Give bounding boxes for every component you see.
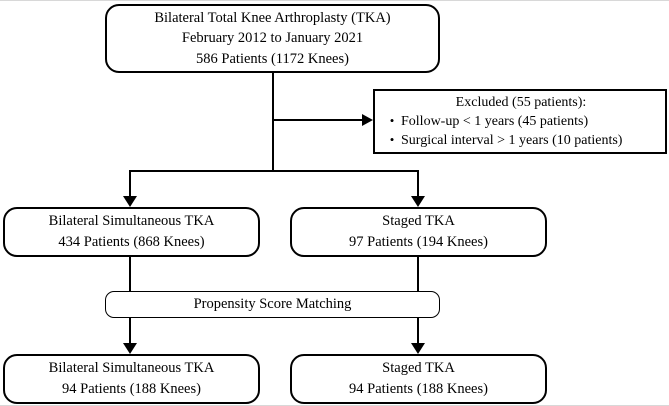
propensity-score-matching-label: Propensity Score Matching <box>193 296 352 313</box>
connector-right-to-psm-line <box>417 257 419 291</box>
excluded-box-content: Excluded (55 patients): • Follow-up < 1 … <box>375 91 665 153</box>
enrollment-box: Bilateral Total Knee Arthroplasty (TKA) … <box>105 4 440 73</box>
arrow-right-icon <box>362 114 373 126</box>
simultaneous-tka-box: Bilateral Simultaneous TKA 434 Patients … <box>3 207 260 257</box>
arrow-down-icon <box>411 196 425 207</box>
enrollment-box-title: Bilateral Total Knee Arthroplasty (TKA) <box>154 9 391 26</box>
matched-simultaneous-tka-title: Bilateral Simultaneous TKA <box>48 360 215 377</box>
connector-excluded-horizontal-line <box>272 119 362 121</box>
connector-right-from-psm-line <box>417 318 419 344</box>
arrow-down-icon <box>123 196 137 207</box>
excluded-bullet-item: • Follow-up < 1 years (45 patients) <box>383 112 659 131</box>
matched-staged-tka-box: Staged TKA 94 Patients (188 Knees) <box>290 354 547 404</box>
connector-left-drop-line <box>129 170 131 197</box>
connector-right-drop-line <box>417 170 419 197</box>
excluded-bullet-item: • Surgical interval > 1 years (10 patien… <box>383 131 659 150</box>
arrow-down-icon <box>123 343 137 354</box>
enrollment-box-period: February 2012 to January 2021 <box>181 30 364 47</box>
connector-left-from-psm-line <box>129 318 131 344</box>
excluded-bullet-text: Surgical interval > 1 years (10 patients… <box>401 133 623 149</box>
excluded-box: Excluded (55 patients): • Follow-up < 1 … <box>373 89 667 154</box>
matched-staged-tka-title: Staged TKA <box>382 360 455 377</box>
connector-top-vertical-line <box>272 73 274 171</box>
arrow-down-icon <box>411 343 425 354</box>
connector-split-horizontal-line <box>129 170 419 172</box>
propensity-score-matching-box: Propensity Score Matching <box>105 291 440 318</box>
matched-simultaneous-tka-box: Bilateral Simultaneous TKA 94 Patients (… <box>3 354 260 404</box>
simultaneous-tka-title: Bilateral Simultaneous TKA <box>48 213 215 230</box>
staged-tka-count: 97 Patients (194 Knees) <box>349 234 488 250</box>
excluded-box-title: Excluded (55 patients): <box>455 94 587 110</box>
bullet-icon: • <box>389 132 395 148</box>
connector-left-to-psm-line <box>129 257 131 291</box>
bullet-icon: • <box>389 112 395 128</box>
matched-simultaneous-tka-count: 94 Patients (188 Knees) <box>62 381 201 397</box>
staged-tka-title: Staged TKA <box>382 213 455 230</box>
staged-tka-box: Staged TKA 97 Patients (194 Knees) <box>290 207 547 257</box>
excluded-bullet-text: Follow-up < 1 years (45 patients) <box>401 113 589 129</box>
simultaneous-tka-count: 434 Patients (868 Knees) <box>58 234 205 250</box>
matched-staged-tka-count: 94 Patients (188 Knees) <box>349 381 488 397</box>
enrollment-box-count: 586 Patients (1172 Knees) <box>196 50 349 67</box>
